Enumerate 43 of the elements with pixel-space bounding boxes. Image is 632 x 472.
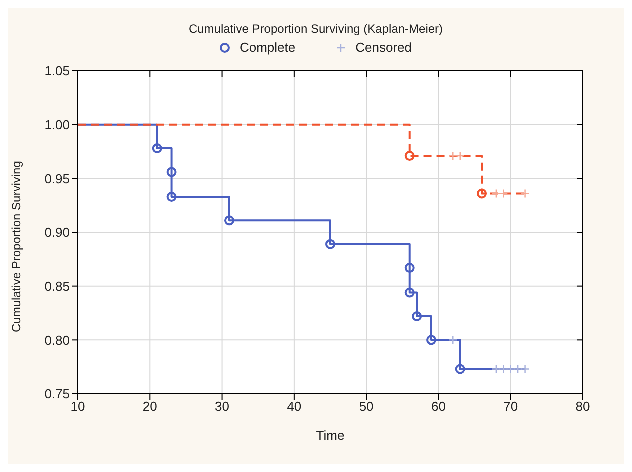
legend-label: Complete [240, 40, 296, 55]
point [456, 151, 465, 161]
point [166, 192, 177, 202]
point [513, 364, 523, 374]
point [492, 364, 502, 374]
point [326, 239, 336, 250]
y-tick-label: 0.85 [44, 278, 70, 294]
y-axis-title: Cumulative Proportion Surviving [9, 161, 24, 332]
y-tick-label: 1.00 [44, 117, 70, 132]
point [404, 288, 415, 298]
point [520, 364, 530, 374]
x-axis-title: Time [316, 428, 345, 443]
x-tick-label: 20 [142, 399, 158, 414]
chart-title: Cumulative Proportion Surviving (Kaplan-Meier) [188, 21, 444, 38]
point [455, 364, 466, 374]
point [448, 151, 458, 161]
point [166, 167, 177, 178]
y-tick-label: 0.80 [44, 332, 70, 348]
point [152, 144, 162, 154]
point [412, 311, 422, 322]
x-tick-label: 10 [70, 399, 86, 414]
y-tick-label: 1.05 [44, 64, 70, 79]
point [499, 189, 508, 198]
x-tick-label: 60 [431, 399, 446, 414]
point [499, 364, 508, 374]
x-tick-label: 30 [215, 399, 230, 414]
y-tick-label: 0.75 [44, 386, 70, 402]
y-tick-label: 0.95 [44, 171, 70, 186]
point [404, 263, 415, 274]
point [426, 335, 436, 346]
point [404, 151, 415, 162]
x-tick-label: 80 [576, 399, 590, 414]
y-tick-label: 0.90 [44, 225, 70, 240]
point [477, 188, 487, 199]
point [448, 336, 458, 345]
x-tick-label: 70 [504, 399, 518, 414]
point [224, 216, 234, 226]
x-tick-label: 50 [359, 399, 374, 414]
point [492, 189, 502, 198]
point [506, 364, 516, 374]
point [520, 189, 530, 198]
legend-label: Censored [356, 40, 412, 55]
x-tick-label: 40 [287, 399, 302, 414]
